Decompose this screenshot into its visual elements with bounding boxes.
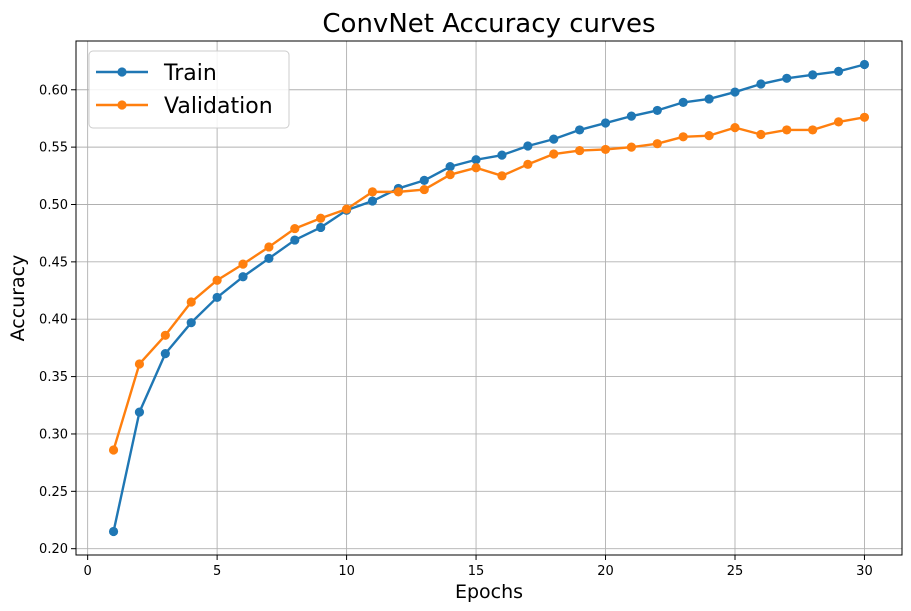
data-point-train	[419, 175, 429, 185]
data-point-validation	[730, 123, 740, 133]
data-point-validation	[575, 145, 585, 156]
data-point-train	[367, 196, 378, 206]
data-point-train	[290, 235, 300, 245]
data-point-train	[186, 318, 196, 328]
data-point-validation	[704, 131, 714, 141]
x-tick-label: 30	[856, 564, 873, 579]
data-point-train	[108, 526, 119, 537]
legend-label-validation: Validation	[164, 94, 273, 119]
data-point-validation	[238, 259, 248, 269]
data-point-validation	[316, 213, 326, 223]
legend-box	[88, 50, 290, 129]
data-point-validation	[756, 129, 766, 140]
data-point-train	[730, 87, 740, 97]
x-tick-label: 25	[727, 564, 744, 579]
x-tick-label: 5	[213, 564, 221, 579]
x-tick-label: 0	[84, 564, 92, 579]
series-line-validation	[112, 116, 865, 451]
data-point-train	[782, 73, 792, 83]
y-tick-label: 0.60	[39, 83, 68, 98]
legend-swatch-marker	[117, 100, 127, 110]
data-point-train	[808, 70, 818, 80]
data-point-validation	[108, 445, 119, 455]
data-point-train	[134, 407, 145, 417]
series-line-train	[112, 63, 865, 532]
data-point-validation	[186, 297, 196, 307]
data-point-train	[756, 79, 766, 89]
data-point-train	[212, 292, 222, 303]
series-train	[108, 59, 870, 537]
series-layer	[108, 59, 870, 537]
plot-frame	[75, 40, 903, 556]
y-tick-label: 0.20	[39, 542, 68, 557]
legend-label-train: Train	[163, 61, 217, 86]
legend: Train Validation	[88, 50, 290, 129]
data-point-validation	[264, 242, 274, 252]
y-tick-label: 0.55	[39, 141, 68, 156]
data-point-train	[497, 150, 507, 160]
data-point-validation	[808, 125, 818, 135]
data-point-train	[264, 253, 274, 264]
data-point-validation	[393, 187, 403, 197]
y-tick-label: 0.35	[39, 370, 68, 385]
data-point-validation	[212, 275, 222, 285]
y-axis-label: Accuracy	[7, 255, 29, 342]
data-point-validation	[782, 125, 792, 135]
x-tick-label: 10	[338, 564, 355, 579]
data-point-validation	[341, 204, 352, 214]
x-tick-label: 20	[597, 564, 614, 579]
data-point-validation	[367, 187, 378, 197]
chart-title: ConvNet Accuracy curves	[322, 9, 655, 39]
data-point-validation	[833, 117, 844, 127]
data-point-train	[160, 349, 170, 359]
data-point-train	[678, 97, 688, 107]
data-point-train	[833, 66, 844, 77]
data-point-train	[652, 105, 662, 116]
data-point-train	[316, 222, 326, 233]
data-point-validation	[652, 139, 662, 149]
x-axis-label: Epochs	[455, 581, 523, 603]
data-point-validation	[523, 159, 533, 169]
data-point-train	[549, 134, 559, 144]
data-point-train	[523, 141, 533, 151]
data-point-train	[445, 162, 455, 172]
y-tick-label: 0.45	[39, 255, 68, 270]
data-point-validation	[419, 184, 429, 195]
data-point-train	[575, 125, 585, 135]
data-point-train	[600, 118, 611, 128]
data-point-validation	[859, 112, 870, 122]
axis-ticks: 0 5 10 15 20 25 30 0.20 0.25 0.30 0.35 0.40 0.45 0.50…	[39, 83, 873, 579]
data-point-validation	[626, 142, 637, 152]
data-point-validation	[471, 163, 481, 173]
data-point-validation	[445, 170, 455, 180]
data-point-train	[238, 272, 248, 282]
y-tick-label: 0.40	[39, 313, 68, 328]
x-tick-label: 15	[468, 564, 485, 579]
y-tick-label: 0.25	[39, 485, 68, 500]
legend-swatch-marker	[117, 67, 127, 77]
data-point-train	[626, 111, 637, 121]
data-point-train	[471, 155, 481, 165]
data-point-validation	[290, 223, 300, 234]
data-point-train	[704, 94, 714, 104]
data-point-train	[859, 59, 870, 70]
data-point-validation	[134, 359, 145, 369]
data-point-validation	[160, 330, 170, 340]
data-point-validation	[600, 144, 611, 155]
data-point-validation	[549, 149, 559, 159]
series-validation	[108, 112, 870, 455]
data-point-validation	[678, 132, 688, 142]
y-tick-label: 0.50	[39, 198, 68, 213]
data-point-validation	[497, 171, 507, 181]
y-tick-label: 0.30	[39, 427, 68, 442]
